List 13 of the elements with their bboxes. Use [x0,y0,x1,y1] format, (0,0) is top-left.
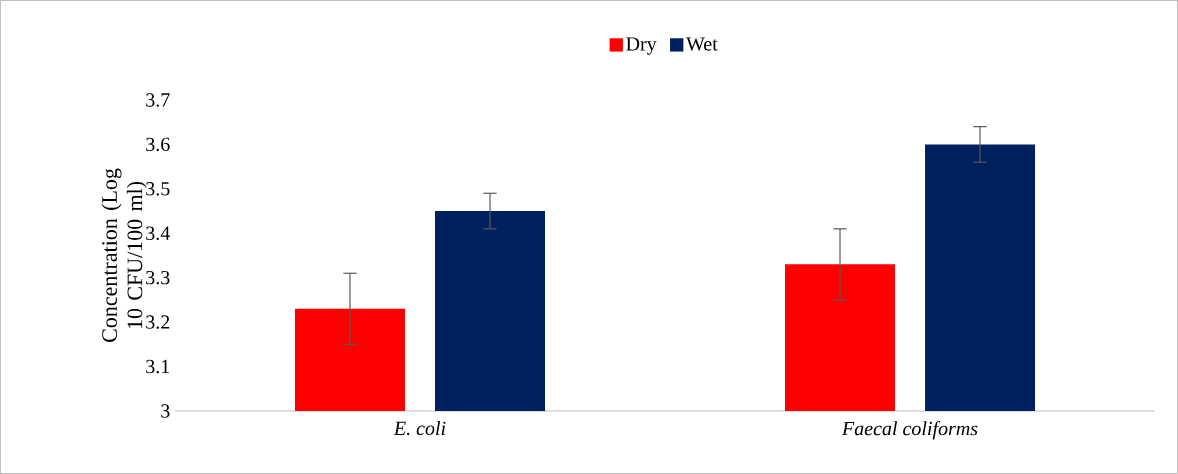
legend-label: Dry [626,37,657,55]
x-tick-label: Faecal coliforms [841,421,978,440]
y-tick-label: 3.1 [146,359,170,374]
y-tick-label: 3.2 [146,315,170,329]
y-tick-label: 3.3 [146,270,170,285]
y-tick-label: 3.7 [146,93,170,107]
legend-label: Wet [686,37,718,51]
y-tick-label: 3.6 [146,137,170,152]
y-axis-title: Concentration (Log 10 CFU/100 ml) [101,168,147,342]
y-tick-label: 3.4 [146,226,170,241]
y-tick-label: 3.5 [146,182,170,196]
x-tick-label: E. coli [393,421,446,436]
y-tick-label: 3 [161,404,170,418]
